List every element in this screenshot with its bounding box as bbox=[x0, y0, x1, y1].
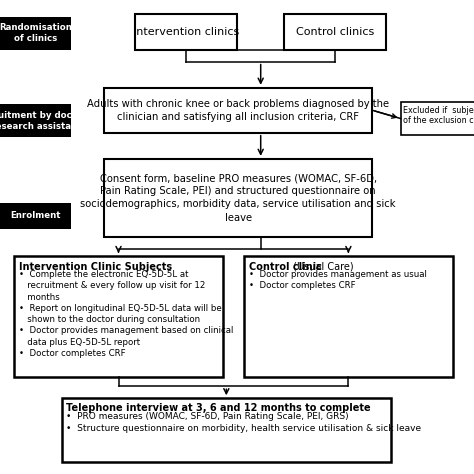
Text: Enrolment: Enrolment bbox=[10, 211, 61, 220]
Text: Consent form, baseline PRO measures (WOMAC, SF-6D,
Pain Rating Scale, PEI) and s: Consent form, baseline PRO measures (WOM… bbox=[81, 173, 396, 223]
Bar bbox=[284, 14, 386, 50]
Text: (Usual Care): (Usual Care) bbox=[290, 262, 354, 272]
Bar bbox=[0, 17, 71, 50]
Bar bbox=[14, 256, 223, 377]
Text: •  Doctor provides management as usual
•  Doctor completes CRF: • Doctor provides management as usual • … bbox=[249, 270, 427, 291]
Bar bbox=[104, 159, 372, 237]
Text: Intervention clinics: Intervention clinics bbox=[133, 27, 239, 37]
Text: Recruitment by doctors/
Research assistant: Recruitment by doctors/ Research assista… bbox=[0, 111, 95, 131]
Bar bbox=[135, 14, 237, 50]
Text: Control clinic: Control clinic bbox=[249, 262, 322, 272]
Text: Telephone interview at 3, 6 and 12 months to complete: Telephone interview at 3, 6 and 12 month… bbox=[66, 403, 371, 413]
Text: Excluded if  subject m
of the exclusion crite: Excluded if subject m of the exclusion c… bbox=[403, 106, 474, 125]
Bar bbox=[0, 104, 71, 137]
Text: •  PRO measures (WOMAC, SF-6D, Pain Rating Scale, PEI, GRS)
•  Structure questio: • PRO measures (WOMAC, SF-6D, Pain Ratin… bbox=[66, 412, 421, 433]
Text: Control clinics: Control clinics bbox=[296, 27, 374, 37]
Text: Adults with chronic knee or back problems diagnosed by the
clinician and satisfy: Adults with chronic knee or back problem… bbox=[87, 99, 389, 122]
Bar bbox=[401, 102, 474, 135]
Bar bbox=[0, 202, 71, 228]
Text: Randomisation
of clinics: Randomisation of clinics bbox=[0, 23, 72, 43]
Text: Intervention Clinic Subjects: Intervention Clinic Subjects bbox=[19, 262, 172, 272]
Bar bbox=[104, 88, 372, 133]
Bar bbox=[62, 398, 391, 462]
Text: •  Complete the electronic EQ-5D-5L at
   recruitment & every follow up visit fo: • Complete the electronic EQ-5D-5L at re… bbox=[19, 270, 233, 358]
Bar bbox=[244, 256, 453, 377]
